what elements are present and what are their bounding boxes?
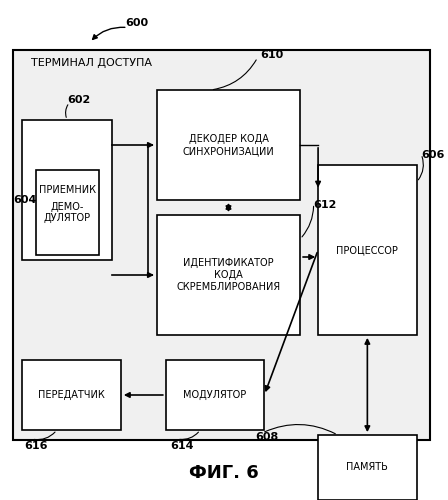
Bar [318,165,417,335]
Text: ДЕМО-
ДУЛЯТОР: ДЕМО- ДУЛЯТОР [43,202,91,224]
Text: 610: 610 [260,50,283,60]
Bar [22,360,121,430]
Text: 614: 614 [170,441,194,451]
Text: ПРИЕМНИК: ПРИЕМНИК [39,185,96,195]
Bar [318,435,417,500]
Bar [166,360,264,430]
Text: 616: 616 [25,441,48,451]
Text: ФИГ. 6: ФИГ. 6 [189,464,259,481]
Bar [157,215,300,335]
Text: ПАМЯТЬ: ПАМЯТЬ [346,462,388,472]
Bar [36,170,99,255]
Bar [13,50,430,440]
Text: ПРОЦЕССОР: ПРОЦЕССОР [336,245,398,255]
Text: 600: 600 [125,18,149,28]
Text: ТЕРМИНАЛ ДОСТУПА: ТЕРМИНАЛ ДОСТУПА [31,58,152,68]
Text: ПЕРЕДАТЧИК: ПЕРЕДАТЧИК [39,390,105,400]
Text: 604: 604 [13,195,37,205]
Text: 608: 608 [255,432,279,442]
Text: 602: 602 [67,95,90,105]
Text: ДЕКОДЕР КОДА
СИНХРОНИЗАЦИИ: ДЕКОДЕР КОДА СИНХРОНИЗАЦИИ [183,134,274,156]
Bar [157,90,300,200]
Text: МОДУЛЯТОР: МОДУЛЯТОР [183,390,247,400]
Text: ИДЕНТИФИКАТОР
КОДА
СКРЕМБЛИРОВАНИЯ: ИДЕНТИФИКАТОР КОДА СКРЕМБЛИРОВАНИЯ [177,258,280,292]
Text: 612: 612 [314,200,337,210]
Text: 606: 606 [421,150,444,160]
Bar [22,120,112,260]
